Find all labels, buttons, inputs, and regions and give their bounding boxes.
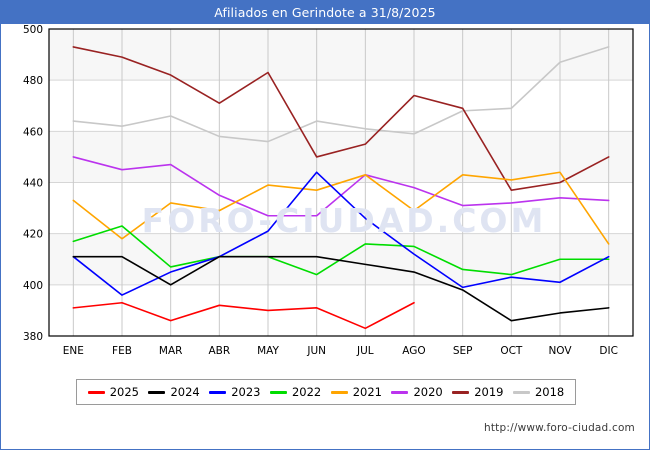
svg-text:380: 380 <box>23 331 43 343</box>
legend-item-2021[interactable]: 2021 <box>330 385 383 399</box>
legend-swatch-icon <box>87 390 105 394</box>
svg-text:MAR: MAR <box>159 345 183 357</box>
legend-item-2020[interactable]: 2020 <box>391 385 443 399</box>
y-axis-tick-labels: 380 400 420 440 460 480 500 <box>23 24 43 343</box>
svg-text:SEP: SEP <box>453 345 473 357</box>
series-line-2018 <box>72 46 610 143</box>
footer-source-url: http://www.foro-ciudad.com <box>484 422 635 434</box>
svg-text:FEB: FEB <box>112 345 132 357</box>
legend-swatch-icon <box>391 390 409 394</box>
legend-item-2025[interactable]: 2025 <box>87 385 140 399</box>
chart-legend: 2025 2024 2023 2022 2021 2020 2019 2018 <box>76 379 576 405</box>
legend-swatch-icon <box>452 390 470 394</box>
legend-swatch-icon <box>148 390 166 394</box>
svg-text:JUL: JUL <box>356 345 374 357</box>
series-line-2024 <box>72 255 610 322</box>
legend-item-label: 2019 <box>474 385 504 399</box>
svg-text:JUN: JUN <box>306 345 326 357</box>
svg-text:DIC: DIC <box>599 345 618 357</box>
legend-item-2024[interactable]: 2024 <box>148 385 200 399</box>
svg-text:500: 500 <box>23 24 43 36</box>
chart-plot-area: 380 400 420 440 460 480 500 ENE FEB MAR ABR MAY JUN… <box>1 24 649 364</box>
svg-text:400: 400 <box>23 280 43 292</box>
svg-text:OCT: OCT <box>500 345 523 357</box>
legend-item-label: 2018 <box>534 385 565 399</box>
legend-item-2023[interactable]: 2023 <box>209 385 261 399</box>
series-line-2021 <box>72 171 610 245</box>
chart-alternating-bands <box>49 29 633 285</box>
series-line-2025 <box>72 301 415 330</box>
legend-swatch-icon <box>269 390 287 394</box>
legend-swatch-icon <box>512 390 530 394</box>
svg-text:420: 420 <box>23 229 43 241</box>
series-line-2023 <box>72 171 610 296</box>
svg-text:NOV: NOV <box>548 345 572 357</box>
page-title: Afiliados en Gerindote a 31/8/2025 <box>214 5 436 20</box>
series-line-2022 <box>72 225 610 276</box>
line-chart-svg: 380 400 420 440 460 480 500 ENE FEB MAR ABR MAY JUN… <box>23 24 634 357</box>
legend-swatch-icon <box>209 390 227 394</box>
svg-text:ABR: ABR <box>208 345 230 357</box>
legend-item-label: 2025 <box>109 385 140 399</box>
legend-swatch-icon <box>330 390 348 394</box>
legend-item-2018[interactable]: 2018 <box>512 385 565 399</box>
legend-item-label: 2020 <box>413 385 443 399</box>
legend-item-2019[interactable]: 2019 <box>452 385 504 399</box>
legend-item-2022[interactable]: 2022 <box>269 385 322 399</box>
svg-text:460: 460 <box>23 126 43 138</box>
legend-item-label: 2023 <box>231 385 261 399</box>
x-axis-tick-labels: ENE FEB MAR ABR MAY JUN JUL AGO SEP OCT NOV DIC <box>63 345 618 357</box>
svg-text:MAY: MAY <box>257 345 279 357</box>
window-title-bar: Afiliados en Gerindote a 31/8/2025 <box>1 1 649 24</box>
svg-text:440: 440 <box>23 178 43 190</box>
svg-text:AGO: AGO <box>402 345 425 357</box>
svg-text:ENE: ENE <box>63 345 84 357</box>
plot-frame <box>48 28 634 337</box>
svg-text:480: 480 <box>23 75 43 87</box>
legend-item-label: 2021 <box>352 385 383 399</box>
legend-item-label: 2022 <box>291 385 322 399</box>
legend-item-label: 2024 <box>170 385 200 399</box>
series-line-2019 <box>72 46 610 191</box>
chart-series-group <box>72 46 610 330</box>
